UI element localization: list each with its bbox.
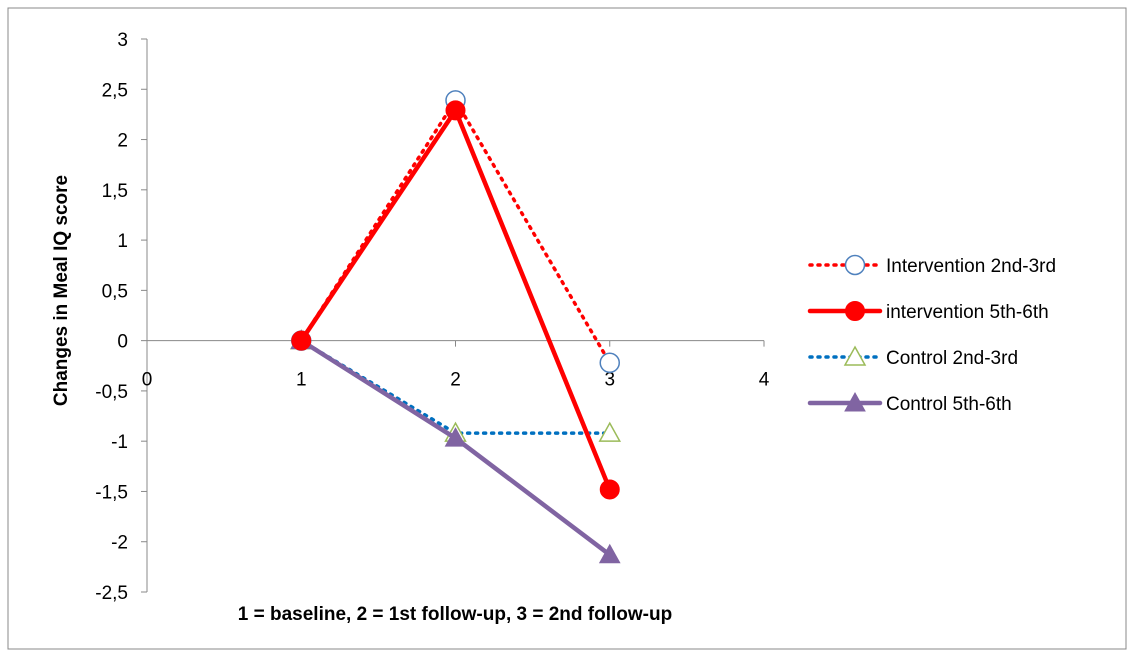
- legend-marker: [843, 345, 867, 366]
- data-point: [599, 352, 620, 374]
- legend-marker: [844, 254, 866, 276]
- y-axis-ticks: 3 2,5 2 1,5 1 0,5 0 -0,5 -1 -1,5 -2 -2,5: [95, 30, 147, 604]
- y-tick-label: -1: [111, 432, 128, 453]
- y-tick-label: -0,5: [95, 382, 128, 403]
- data-point: [599, 479, 620, 500]
- x-tick-label: 4: [759, 370, 770, 391]
- y-tick-label: 1: [117, 231, 128, 252]
- legend: Intervention 2nd-3rd intervention 5th-6th…: [807, 254, 1056, 415]
- x-tick-label: 0: [142, 370, 153, 391]
- y-tick-label: 1,5: [102, 181, 128, 202]
- legend-marker: [845, 301, 865, 321]
- legend-item: intervention 5th-6th: [807, 301, 1049, 323]
- series-1: [291, 100, 620, 500]
- x-axis-title: 1 = baseline, 2 = 1st follow-up, 3 = 2nd…: [238, 604, 672, 625]
- legend-label: Control 5th-6th: [886, 394, 1012, 415]
- y-axis-title: Changes in Meal IQ score: [51, 175, 72, 406]
- data-point: [445, 100, 466, 121]
- y-tick-label: -2: [111, 533, 128, 554]
- series-layer: [289, 90, 622, 564]
- legend-item: Control 5th-6th: [807, 391, 1012, 415]
- y-tick-label: -1,5: [95, 482, 128, 503]
- y-tick-label: 0: [117, 332, 128, 353]
- data-point: [598, 421, 622, 442]
- legend-label: Intervention 2nd-3rd: [886, 256, 1056, 277]
- chart-border: [7, 7, 1127, 650]
- legend-label: Control 2nd-3rd: [886, 348, 1018, 369]
- series-line: [299, 338, 612, 435]
- legend-item: Intervention 2nd-3rd: [808, 254, 1056, 277]
- legend-item: Control 2nd-3rd: [808, 345, 1018, 369]
- y-tick-label: 2: [117, 131, 128, 152]
- data-point: [291, 330, 312, 351]
- y-tick-label: 0,5: [102, 281, 128, 302]
- data-point: [598, 543, 621, 564]
- y-tick-label: -2,5: [95, 583, 128, 604]
- y-tick-label: 2,5: [102, 80, 128, 101]
- legend-marker: [844, 391, 866, 412]
- x-tick-label: 3: [604, 370, 615, 391]
- x-tick-label: 1: [296, 370, 307, 391]
- y-tick-label: 3: [117, 30, 128, 51]
- legend-label: intervention 5th-6th: [886, 302, 1049, 323]
- data-point: [444, 427, 467, 447]
- x-tick-label: 2: [450, 370, 461, 391]
